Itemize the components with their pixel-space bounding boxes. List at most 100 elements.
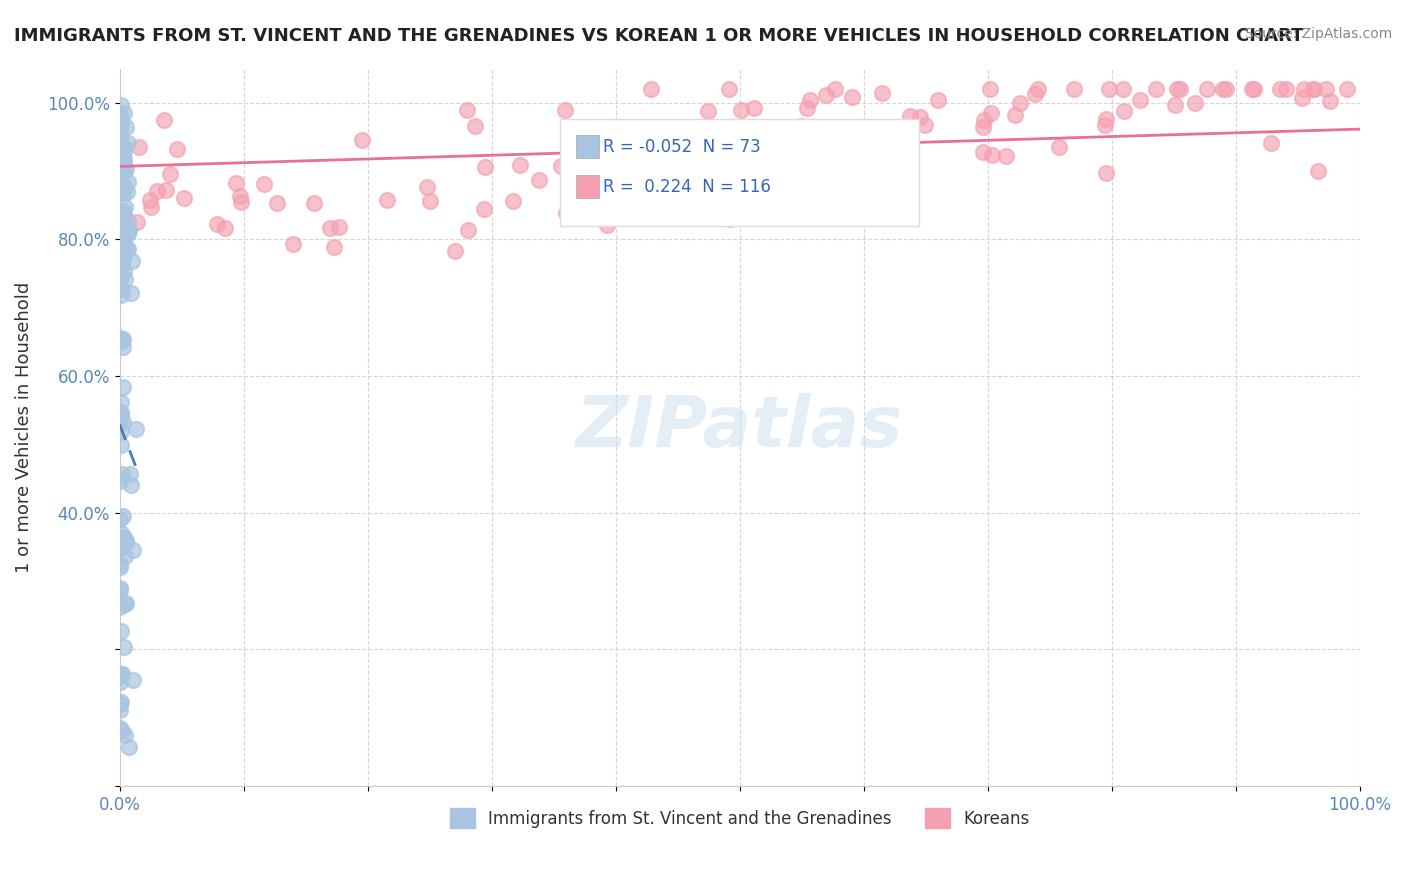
Point — [586, 189, 609, 203]
Point — [114, 728, 136, 742]
Point — [696, 104, 718, 119]
Point — [782, 194, 804, 208]
Point — [108, 541, 131, 555]
Point — [1315, 82, 1337, 96]
Point — [1144, 82, 1167, 96]
Point — [121, 254, 143, 268]
Point — [1336, 82, 1358, 96]
Point — [283, 236, 305, 251]
Point — [112, 340, 135, 354]
Point — [1024, 87, 1046, 101]
Point — [117, 175, 139, 189]
Point — [117, 214, 139, 228]
Point — [550, 160, 572, 174]
Point — [121, 542, 143, 557]
Point — [110, 538, 132, 552]
Point — [328, 220, 350, 235]
Text: Source: ZipAtlas.com: Source: ZipAtlas.com — [1244, 27, 1392, 41]
Point — [718, 82, 741, 96]
Point — [117, 242, 139, 256]
Point — [117, 226, 139, 240]
Point — [252, 177, 274, 191]
Point — [229, 194, 252, 209]
Point — [112, 530, 135, 544]
Point — [1240, 82, 1263, 96]
Point — [111, 467, 134, 482]
Point — [111, 282, 134, 296]
Point — [1095, 112, 1118, 126]
Point — [159, 167, 181, 181]
Point — [155, 183, 177, 197]
Point — [375, 193, 398, 207]
Point — [112, 640, 135, 654]
Point — [981, 147, 1004, 161]
Point — [111, 220, 134, 235]
Point — [266, 195, 288, 210]
Point — [628, 144, 651, 158]
Point — [825, 169, 848, 184]
Point — [110, 158, 132, 172]
Point — [115, 185, 138, 199]
Point — [110, 405, 132, 419]
Point — [110, 512, 132, 526]
Point — [596, 218, 619, 232]
Point — [110, 288, 132, 302]
Point — [115, 162, 138, 177]
Point — [1319, 94, 1341, 108]
Point — [1212, 82, 1234, 96]
Point — [979, 82, 1001, 96]
Point — [110, 674, 132, 689]
Point — [112, 203, 135, 218]
Point — [464, 120, 486, 134]
FancyBboxPatch shape — [576, 136, 599, 158]
Point — [110, 225, 132, 239]
Point — [139, 193, 162, 207]
Point — [880, 162, 903, 177]
Point — [112, 251, 135, 265]
Point — [112, 106, 135, 120]
Point — [108, 413, 131, 427]
Point — [117, 136, 139, 151]
Point — [1291, 91, 1313, 105]
Point — [110, 236, 132, 251]
Point — [980, 105, 1002, 120]
Legend: Immigrants from St. Vincent and the Grenadines, Koreans: Immigrants from St. Vincent and the Gren… — [443, 801, 1036, 835]
Point — [127, 215, 149, 229]
Point — [730, 103, 752, 117]
Point — [166, 142, 188, 156]
Point — [111, 724, 134, 739]
Point — [110, 98, 132, 112]
Point — [323, 240, 346, 254]
Point — [108, 179, 131, 194]
Point — [108, 581, 131, 595]
Point — [111, 258, 134, 272]
Point — [1166, 82, 1188, 96]
Point — [110, 525, 132, 540]
Point — [748, 162, 770, 177]
Point — [108, 244, 131, 259]
Point — [350, 133, 373, 147]
Point — [768, 164, 790, 178]
Point — [1112, 104, 1135, 119]
Point — [1184, 96, 1206, 111]
Point — [120, 478, 142, 492]
Point — [108, 112, 131, 126]
Point — [111, 180, 134, 194]
Point — [114, 201, 136, 215]
Point — [444, 244, 467, 259]
Point — [115, 533, 138, 548]
Point — [718, 211, 741, 226]
Point — [110, 155, 132, 169]
Point — [868, 145, 890, 159]
Point — [574, 156, 596, 170]
FancyBboxPatch shape — [576, 176, 599, 198]
Point — [1260, 136, 1282, 150]
Point — [111, 163, 134, 178]
Point — [1112, 82, 1135, 96]
Point — [1047, 139, 1070, 153]
Point — [111, 247, 134, 261]
Point — [640, 82, 662, 96]
Point — [110, 148, 132, 162]
Point — [111, 244, 134, 259]
Point — [110, 695, 132, 709]
